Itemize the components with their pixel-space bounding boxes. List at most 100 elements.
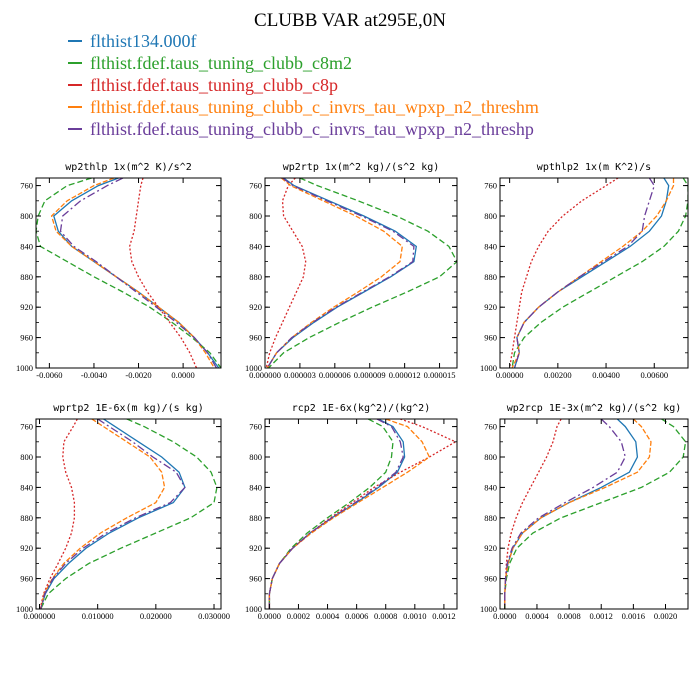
x-tick-label: 0.0004 (316, 611, 340, 621)
x-tick-label: -0.0060 (36, 370, 62, 380)
x-tick-label: 0.0012 (432, 611, 455, 621)
series-line (36, 178, 221, 368)
series-line (504, 419, 687, 609)
legend-label: flthist134.000f (90, 30, 197, 51)
y-tick-label: 840 (249, 482, 262, 492)
series-line (508, 178, 619, 368)
y-tick-label: 800 (20, 211, 33, 221)
panel-title: wp2rcp 1E-3x(m^2 kg)/(s^2 kg) (507, 403, 682, 414)
y-tick-label: 840 (484, 482, 497, 492)
y-tick-label: 800 (249, 452, 262, 462)
y-tick-label: 880 (20, 272, 33, 282)
legend-label: flthist.fdef.taus_tuning_clubb_c8p (90, 74, 338, 95)
series-line (268, 419, 406, 609)
y-tick-label: 840 (249, 241, 262, 251)
x-tick-label: 0.000009 (354, 370, 386, 380)
y-tick-label: 920 (20, 302, 33, 312)
y-tick-label: 760 (249, 181, 262, 191)
legend-item: flthist.fdef.taus_tuning_clubb_c8m2 (68, 52, 539, 74)
series-line (268, 419, 404, 609)
series-line (504, 419, 652, 609)
plot-frame (35, 418, 222, 610)
legend-item: flthist.fdef.taus_tuning_clubb_c8p (68, 74, 539, 96)
series-line (40, 419, 186, 609)
figure-title: CLUBB VAR at295E,0N (254, 10, 446, 31)
x-tick-label: 0.000000 (249, 370, 281, 380)
x-tick-label: 0.00600 (640, 370, 668, 380)
legend-item: flthist134.000f (68, 30, 539, 52)
x-tick-label: 0.0004 (525, 611, 549, 621)
series-line (40, 419, 186, 609)
legend-swatch (68, 84, 82, 86)
y-tick-label: 880 (484, 272, 497, 282)
x-tick-label: 0.0010 (403, 611, 426, 621)
legend-item: flthist.fdef.taus_tuning_clubb_c_invrs_t… (68, 118, 539, 140)
x-tick-label: 0.00400 (592, 370, 620, 380)
x-tick-label: 0.00200 (544, 370, 572, 380)
x-tick-label: 0.000015 (424, 370, 456, 380)
y-tick-label: 960 (20, 574, 33, 584)
series-line (128, 178, 198, 368)
x-tick-label: 0.000000 (24, 611, 56, 621)
x-tick-label: 0.0012 (590, 611, 613, 621)
legend-label: flthist.fdef.taus_tuning_clubb_c_invrs_t… (90, 118, 534, 139)
y-tick-label: 920 (484, 543, 497, 553)
chart-panel: wp2rcp 1E-3x(m^2 kg)/(s^2 kg) 760 800 840 88… (480, 403, 689, 621)
y-tick-label: 760 (20, 181, 33, 191)
x-tick-label: 0.0020 (654, 611, 677, 621)
y-tick-label: 880 (249, 513, 262, 523)
series-line (504, 419, 626, 609)
x-tick-label: 0.000003 (284, 370, 316, 380)
legend-swatch (68, 128, 82, 130)
series-line (59, 178, 218, 368)
series-line (268, 419, 457, 609)
y-tick-label: 960 (249, 574, 262, 584)
x-tick-label: 0.00000 (496, 370, 524, 380)
series-line (50, 178, 215, 368)
x-tick-label: 0.0000 (493, 611, 516, 621)
series-line (40, 419, 218, 609)
y-tick-label: 960 (20, 333, 33, 343)
chart-panel: wprtp2 1E-6x(m kg)/(s kg) 760 800 840 880 920… (16, 403, 230, 621)
plot-frame (35, 177, 222, 369)
panel-title: rcp2 1E-6x(kg^2)/(kg^2) (292, 403, 430, 414)
y-tick-label: 1000 (245, 604, 262, 614)
x-tick-label: 0.000006 (319, 370, 351, 380)
y-tick-label: 880 (484, 513, 497, 523)
y-tick-label: 760 (20, 422, 33, 432)
legend-swatch (68, 40, 82, 42)
series-line (511, 178, 675, 368)
x-tick-label: 0.0016 (622, 611, 645, 621)
y-tick-label: 1000 (16, 363, 33, 373)
series-line (268, 419, 394, 609)
y-tick-label: 840 (20, 241, 33, 251)
y-tick-label: 960 (484, 574, 497, 584)
x-tick-label: 0.0008 (557, 611, 580, 621)
y-tick-label: 1000 (480, 604, 497, 614)
series-line (268, 178, 457, 368)
y-tick-label: 800 (20, 452, 33, 462)
legend-swatch (68, 62, 82, 64)
y-tick-label: 800 (484, 211, 497, 221)
y-tick-label: 760 (484, 422, 497, 432)
series-line (266, 178, 403, 368)
y-tick-label: 760 (484, 181, 497, 191)
legend-label: flthist.fdef.taus_tuning_clubb_c8m2 (90, 52, 352, 73)
chart-panel: wpthlp2 1x(m K^2)/s 760 800 840 880 920 960 100… (480, 162, 689, 380)
panel-title: wp2thlp 1x(m^2 K)/s^2 (65, 162, 191, 173)
plot-frame (499, 418, 689, 610)
legend: flthist134.000f flthist.fdef.taus_tuning_… (68, 30, 539, 140)
series-line (268, 419, 431, 609)
x-tick-label: 0.0008 (374, 611, 397, 621)
x-tick-label: 0.0000 (171, 370, 194, 380)
panel-title: wpthlp2 1x(m K^2)/s (537, 162, 651, 173)
y-tick-label: 920 (249, 543, 262, 553)
series-line (266, 178, 415, 368)
legend-item: flthist.fdef.taus_tuning_clubb_c_invrs_t… (68, 96, 539, 118)
panel-title: wp2rtp 1x(m^2 kg)/(s^2 kg) (283, 162, 440, 173)
x-tick-label: -0.0040 (81, 370, 107, 380)
y-tick-label: 880 (20, 513, 33, 523)
chart-panel: wp2rtp 1x(m^2 kg)/(s^2 kg) 760 800 840 880 92… (245, 162, 458, 380)
plot-frame (264, 418, 458, 610)
y-tick-label: 800 (249, 211, 262, 221)
